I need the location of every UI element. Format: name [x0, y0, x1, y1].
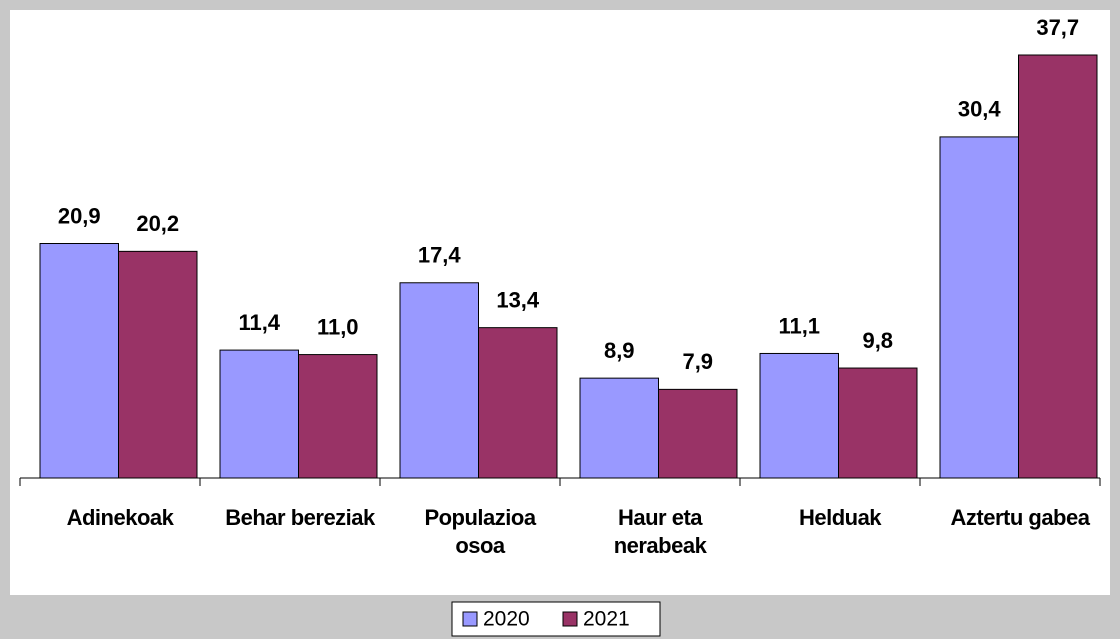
data-label: 37,7 [1036, 15, 1079, 40]
data-label: 13,4 [496, 287, 540, 312]
bar [298, 354, 378, 479]
bar [1018, 54, 1098, 479]
data-label: 11,0 [317, 314, 359, 339]
bar [759, 352, 839, 479]
data-label: 20,9 [58, 203, 101, 228]
legend-label: 2021 [583, 608, 630, 631]
data-label: 9,8 [862, 328, 893, 353]
legend-swatch [462, 611, 478, 627]
x-tick-label: Aztertu gabea [950, 505, 1090, 530]
bar [39, 243, 119, 479]
data-label: 17,4 [418, 243, 462, 268]
data-label: 11,1 [778, 313, 820, 338]
data-label: 8,9 [604, 338, 635, 363]
bar [219, 349, 299, 479]
x-tick-label: Behar bereziak [225, 505, 375, 530]
bar [399, 282, 479, 479]
bar [579, 377, 659, 479]
data-label: 11,4 [238, 310, 280, 335]
data-label: 20,2 [136, 211, 179, 236]
legend-swatch [562, 611, 578, 627]
bar [838, 367, 918, 479]
legend-label: 2020 [483, 608, 530, 631]
x-tick-label: Haur eta nerabeak [613, 505, 707, 558]
legend-box [451, 601, 661, 637]
x-tick-label: Populazioa osoa [424, 505, 536, 558]
bar [939, 136, 1019, 479]
x-tick-label: Helduak [798, 505, 882, 530]
data-label: 30,4 [958, 97, 1002, 122]
bar [118, 250, 198, 479]
bar [658, 388, 738, 479]
bar [478, 327, 558, 479]
data-label: 7,9 [682, 349, 713, 374]
x-tick-label: Adinekoak [66, 505, 174, 530]
